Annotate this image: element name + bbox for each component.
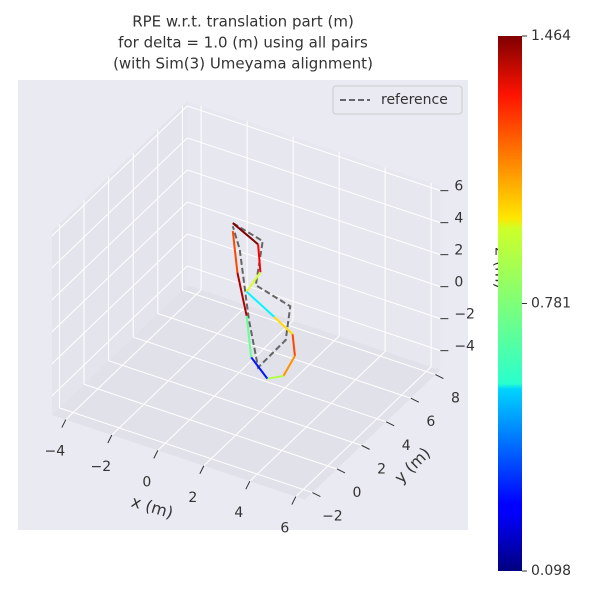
colorbar-tick-label: 0.781 [531, 296, 571, 312]
chart-title: for delta = 1.0 (m) using all pairs [118, 34, 368, 52]
x-tick-label: 4 [234, 505, 243, 521]
x-tick-label: 6 [280, 521, 289, 537]
x-tick [291, 496, 297, 505]
z-tick-label: 0 [454, 275, 463, 291]
grid-line [203, 335, 340, 467]
colorbar [498, 36, 522, 571]
y-tick [385, 421, 395, 427]
x-tick [199, 465, 205, 475]
trajectory-segment [291, 334, 296, 356]
trajectory-segment [245, 290, 275, 318]
grid-line [187, 265, 441, 352]
grid-line [51, 137, 188, 269]
grid-line [51, 201, 188, 333]
y-tick [435, 374, 444, 380]
chart-title: RPE w.r.t. translation part (m) [132, 13, 354, 31]
colorbar-tick-label: 1.464 [531, 28, 571, 44]
y-tick [410, 397, 420, 403]
z-tick-label: 2 [454, 243, 463, 259]
trajectory-segment [250, 356, 269, 380]
grid-line [187, 137, 441, 224]
y-tick [312, 492, 321, 498]
grid-line [133, 336, 387, 423]
x-tick [153, 450, 159, 459]
grid-line [157, 313, 411, 399]
legend-box [332, 85, 463, 115]
grid-line [51, 169, 188, 301]
x-tick-label: −4 [44, 444, 65, 460]
grid-line [111, 304, 248, 436]
grid-line [249, 351, 386, 482]
x-tick [61, 419, 67, 428]
z-tick-label: −4 [454, 339, 475, 355]
grid-line [59, 407, 313, 494]
z-tick-label: 6 [454, 179, 463, 195]
trajectory-segment [257, 244, 262, 273]
y-tick-label: 4 [402, 438, 411, 454]
back-pane [187, 101, 441, 370]
legend-label: reference [381, 92, 448, 108]
z-tick-label: 4 [454, 211, 463, 227]
grid-line [65, 289, 202, 420]
grid-line [187, 105, 441, 192]
colorbar-tick-label: 0.098 [531, 563, 571, 579]
left-pane [52, 101, 188, 415]
grid-line [187, 169, 441, 256]
reference-line [231, 222, 292, 370]
y-tick [336, 468, 346, 474]
z-tick-label: −2 [454, 307, 475, 323]
grid-line [157, 320, 294, 451]
trajectory-segment [282, 355, 296, 377]
grid-line [83, 383, 338, 470]
chart-title: (with Sim(3) Umeyama alignment) [113, 55, 373, 73]
x-tick [107, 434, 113, 444]
floor-pane [52, 285, 441, 500]
x-tick-label: 0 [142, 474, 151, 490]
y-tick-label: 6 [426, 414, 435, 430]
grid-line [108, 360, 362, 446]
trajectory-segment [232, 222, 259, 246]
y-tick-label: 2 [377, 461, 386, 477]
x-tick-label: 2 [188, 490, 197, 506]
y-tick-label: −2 [322, 509, 343, 525]
trajectory-segment [267, 375, 284, 380]
trajectory-segment [245, 315, 253, 358]
x-tick-label: −2 [90, 459, 111, 475]
grid-line [51, 233, 188, 365]
trajectory-segment [236, 272, 248, 316]
trajectory-segment [273, 316, 294, 336]
grid-line [295, 366, 432, 497]
trajectory-segment [245, 271, 262, 293]
grid-line [182, 289, 436, 376]
y-tick-label: 8 [451, 391, 460, 407]
trajectory-segment [231, 230, 239, 273]
grid-line [51, 105, 188, 237]
grid-line [187, 201, 441, 288]
y-tick [361, 444, 370, 450]
grid-line [187, 233, 441, 320]
y-tick-label: 0 [353, 485, 362, 501]
x-tick [245, 480, 251, 490]
grid-line [51, 265, 188, 397]
